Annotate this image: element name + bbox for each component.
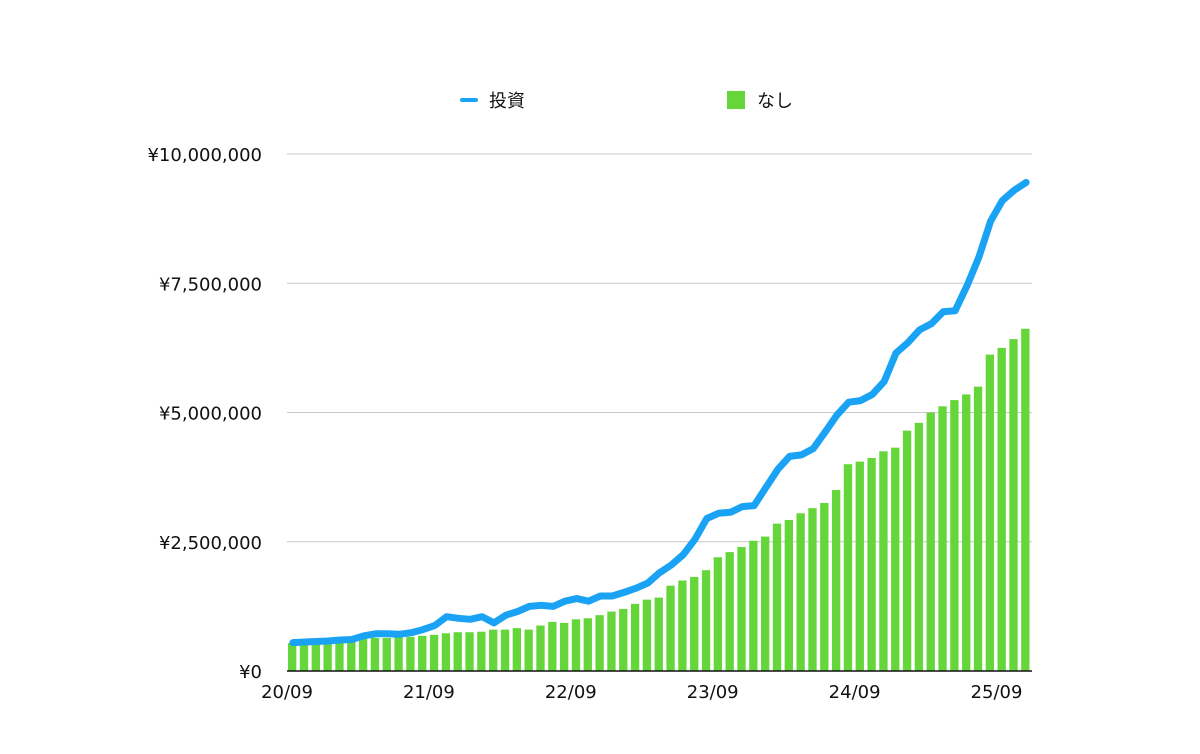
bar: [512, 628, 522, 671]
bar: [630, 603, 640, 671]
bar: [370, 637, 380, 671]
legend-label: 投資: [489, 91, 525, 112]
bar: [382, 637, 391, 671]
y-tick-label: ¥7,500,000: [159, 274, 262, 295]
bar: [1009, 339, 1018, 671]
bar: [536, 625, 545, 671]
bar: [997, 347, 1006, 671]
legend-item-none[interactable]: なし: [727, 91, 793, 112]
x-axis-ticks: 20/09 21/09 22/09 23/09 24/09 25/09: [261, 682, 1022, 703]
bar: [737, 546, 746, 671]
bar: [607, 611, 616, 671]
bar: [749, 540, 758, 671]
bar: [323, 641, 332, 671]
bar: [973, 386, 983, 671]
legend: 投資 なし: [460, 91, 793, 112]
bar: [902, 430, 912, 671]
bar: [311, 642, 320, 671]
bar: [595, 615, 604, 671]
bar: [335, 641, 344, 671]
legend-item-investment[interactable]: 投資: [460, 91, 525, 112]
bar: [418, 635, 427, 671]
bar: [926, 412, 935, 671]
bar: [477, 631, 486, 671]
bar: [891, 447, 900, 671]
bar: [879, 451, 888, 671]
bar: [962, 394, 971, 671]
y-tick-label: ¥0: [239, 662, 262, 683]
bar: [642, 599, 652, 671]
bar: [358, 638, 368, 671]
y-axis-ticks: ¥0 ¥2,500,000 ¥5,000,000 ¥7,500,000 ¥10,000,…: [147, 145, 262, 683]
bar: [772, 523, 782, 671]
bar: [347, 639, 356, 671]
bar: [453, 632, 462, 671]
bar: [406, 636, 415, 671]
bar: [524, 629, 533, 671]
bar: [666, 585, 675, 671]
bar: [429, 634, 439, 671]
bar-series: [288, 328, 1030, 671]
bar: [950, 400, 959, 671]
bar: [583, 618, 592, 671]
y-tick-label: ¥2,500,000: [159, 533, 262, 554]
bar: [288, 643, 297, 671]
bar: [701, 570, 711, 671]
bar: [985, 354, 995, 671]
bar: [441, 633, 451, 671]
bar: [690, 576, 699, 671]
bar: [1021, 328, 1030, 671]
bar: [761, 536, 770, 671]
x-tick-label: 22/09: [545, 682, 597, 703]
bar: [559, 622, 569, 671]
bar: [713, 557, 723, 671]
bar: [489, 629, 498, 671]
x-tick-label: 21/09: [403, 682, 455, 703]
legend-bar-swatch: [727, 91, 745, 109]
legend-label: なし: [757, 91, 793, 112]
bar: [548, 621, 557, 671]
bar: [843, 464, 853, 671]
bar: [299, 642, 309, 671]
bar: [571, 619, 581, 671]
x-tick-label: 24/09: [829, 682, 881, 703]
x-tick-label: 20/09: [261, 682, 313, 703]
bar: [619, 608, 628, 671]
bar: [465, 632, 474, 671]
bar: [914, 422, 924, 671]
bar: [500, 629, 510, 671]
bar: [784, 520, 793, 671]
y-tick-label: ¥5,000,000: [159, 404, 262, 425]
bar: [820, 502, 829, 671]
bar: [808, 508, 817, 671]
bar: [867, 457, 876, 671]
bar: [855, 461, 864, 671]
bar: [654, 597, 663, 671]
legend-line-swatch: [460, 98, 478, 102]
x-tick-label: 25/09: [971, 682, 1023, 703]
bar: [678, 580, 687, 671]
bar: [394, 637, 403, 671]
y-tick-label: ¥10,000,000: [147, 145, 262, 166]
x-tick-label: 23/09: [687, 682, 739, 703]
bar: [796, 513, 805, 671]
bar: [831, 490, 841, 671]
bar: [725, 552, 734, 671]
bar: [938, 406, 947, 671]
line-series: [289, 178, 1030, 647]
